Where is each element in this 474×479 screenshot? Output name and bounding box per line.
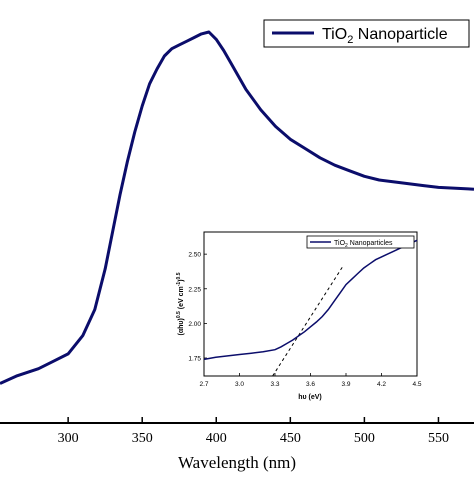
inset-x-ticks: 2.7 3.0 3.3 3.6 3.9 4.2 4.5 xyxy=(199,373,422,388)
inset-x-tick-label: 3.9 xyxy=(341,381,350,388)
inset-chart: 2.7 3.0 3.3 3.6 3.9 4.2 4.5 1.75 2.00 2.25 2.50 h… xyxy=(168,224,422,401)
inset-x-tick-label: 2.7 xyxy=(199,381,208,388)
inset-y-tick-label: 2.50 xyxy=(188,252,201,259)
main-x-tick-label: 300 xyxy=(58,431,79,446)
inset-x-axis-label: hυ (eV) xyxy=(298,394,322,401)
inset-legend-label: TiO2 Nanoparticles xyxy=(334,240,393,249)
main-x-tick-label: 400 xyxy=(206,431,227,446)
inset-x-tick-label: 3.3 xyxy=(270,381,279,388)
main-x-tick-label: 350 xyxy=(132,431,153,446)
inset-y-axis-label: (αhυ)0.5(eV cm-1)0.5 xyxy=(176,272,185,335)
inset-y-tick-label: 2.25 xyxy=(188,286,201,293)
inset-x-tick-label: 3.6 xyxy=(306,381,315,388)
main-legend-label: TiO2 Nanoparticle xyxy=(322,26,448,46)
inset-y-tick-label: 1.75 xyxy=(188,356,201,363)
inset-x-tick-label: 3.0 xyxy=(235,381,244,388)
inset-legend: TiO2 Nanoparticles xyxy=(306,235,415,249)
inset-y-ticks: 1.75 2.00 2.25 2.50 xyxy=(188,252,207,363)
main-x-tick-label: 550 xyxy=(428,431,449,446)
inset-legend-box xyxy=(306,235,415,249)
inset-x-tick-label: 4.2 xyxy=(377,381,386,388)
main-x-tick-label: 500 xyxy=(354,431,375,446)
main-x-tick-label: 450 xyxy=(280,431,301,446)
inset-series-line xyxy=(203,239,418,361)
main-x-axis-label: Wavelength (nm) xyxy=(178,453,296,472)
inset-y-tick-label: 2.00 xyxy=(188,321,201,328)
inset-background xyxy=(168,224,422,400)
main-x-ticks: 300 350 400 450 500 550 xyxy=(58,417,449,446)
main-series-line xyxy=(0,30,474,385)
inset-x-tick-label: 4.5 xyxy=(412,381,421,388)
main-legend: TiO2 Nanoparticle xyxy=(263,19,470,48)
inset-tangent-line xyxy=(272,264,345,377)
